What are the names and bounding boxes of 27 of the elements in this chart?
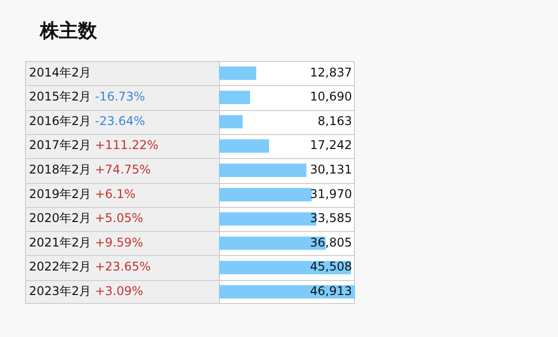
data-label: 46,913 (310, 284, 352, 298)
data-label: 30,131 (310, 162, 352, 176)
bar (219, 66, 256, 80)
bar (219, 164, 306, 178)
chart-title: 株主数 (40, 19, 97, 44)
bar (219, 188, 312, 202)
y-tick-label: 2021年2月 +9.59% (29, 235, 144, 250)
y-tick-label: 2019年2月 +6.1% (29, 186, 136, 201)
data-label: 8,163 (318, 114, 352, 128)
data-label: 12,837 (310, 65, 352, 80)
y-tick-label: 2014年2月 (29, 65, 92, 80)
y-tick-label: 2022年2月 +23.65% (29, 260, 151, 274)
data-label: 33,585 (310, 211, 352, 226)
y-tick-label: 2017年2月 +111.22% (29, 138, 158, 152)
data-label: 31,970 (310, 186, 352, 201)
bar (219, 90, 250, 104)
bar (219, 285, 355, 299)
y-tick-label: 2018年2月 +74.75% (29, 162, 151, 176)
data-label: 10,690 (310, 90, 352, 104)
y-tick-label: 2016年2月 -23.64% (29, 114, 146, 128)
data-label: 36,805 (310, 235, 352, 250)
y-tick-label: 2023年2月 +3.09% (29, 284, 144, 298)
bar (219, 115, 243, 128)
data-label: 17,242 (310, 138, 352, 152)
y-tick-label: 2015年2月 -16.73% (29, 90, 146, 104)
y-tick-label: 2020年2月 +5.05% (29, 211, 144, 226)
bar (219, 139, 269, 153)
